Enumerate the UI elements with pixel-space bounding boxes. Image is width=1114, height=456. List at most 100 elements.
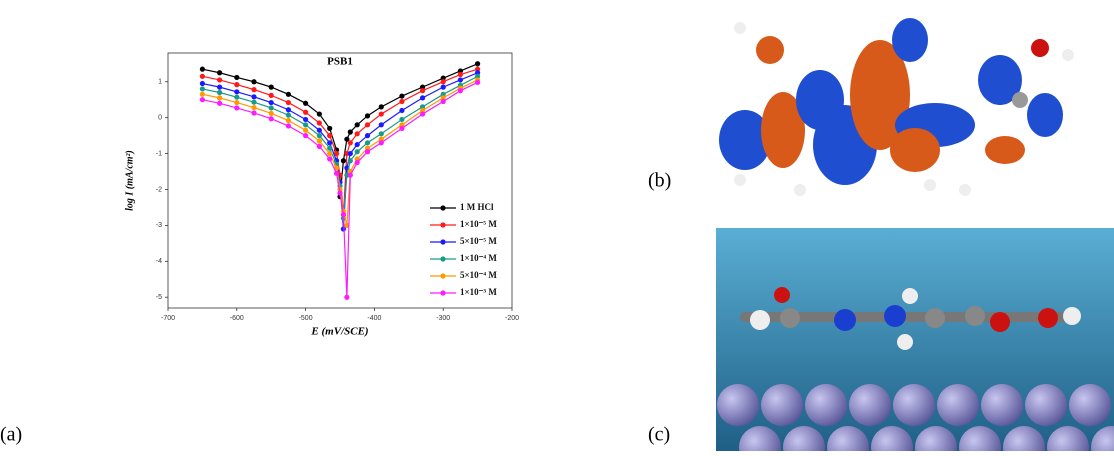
data-point (440, 95, 446, 101)
data-point (347, 140, 353, 146)
x-tick-label: -300 (436, 315, 450, 322)
data-point (199, 66, 205, 72)
data-point (354, 156, 360, 162)
data-point (440, 75, 446, 81)
atom (893, 384, 935, 426)
data-point (419, 107, 426, 114)
data-point (344, 294, 350, 300)
data-point (333, 170, 340, 176)
data-point (234, 105, 240, 111)
data-point (344, 222, 350, 228)
data-point (217, 89, 223, 96)
data-point (327, 156, 333, 162)
data-point (285, 107, 291, 113)
data-point (316, 143, 322, 149)
data-point (217, 95, 223, 101)
data-point (234, 94, 240, 100)
data-point (285, 112, 291, 118)
data-point (354, 159, 360, 166)
data-point (234, 82, 240, 88)
data-point (268, 116, 274, 122)
data-point (457, 71, 463, 78)
data-point (364, 140, 371, 146)
data-point (303, 133, 309, 139)
legend-marker (440, 273, 446, 279)
data-point (440, 91, 446, 97)
data-point (316, 127, 322, 133)
plot-frame (167, 52, 513, 309)
data-point (251, 79, 257, 85)
data-point (268, 84, 274, 90)
data-point (316, 111, 322, 117)
atom (915, 426, 957, 456)
data-point (440, 84, 446, 90)
data-point (354, 131, 360, 137)
data-point (399, 125, 405, 132)
data-point (327, 140, 333, 146)
data-point (217, 70, 223, 76)
atom (1069, 384, 1111, 426)
atom (849, 384, 891, 426)
data-point (364, 149, 371, 155)
data-point (316, 120, 322, 126)
x-tick-label: -700 (161, 315, 175, 322)
x-tick-label: -400 (367, 315, 381, 322)
data-point (364, 133, 371, 139)
y-tick-label: -5 (156, 294, 162, 301)
data-point (399, 93, 405, 99)
data-point (457, 88, 463, 94)
data-point (378, 140, 384, 146)
data-point (354, 122, 360, 128)
data-point (316, 138, 322, 144)
data-point (268, 110, 274, 116)
atom (1047, 426, 1089, 456)
legend-marker (440, 256, 446, 262)
data-point (378, 104, 384, 110)
data-point (399, 116, 405, 123)
data-point (347, 129, 353, 135)
data-point (327, 145, 333, 151)
data-point (333, 150, 340, 157)
x-tick-label: -600 (230, 315, 244, 322)
y-axis-label: log I (mA/cm²) (124, 150, 135, 211)
legend-label: 5×10⁻⁴ M (460, 270, 497, 280)
data-point (419, 104, 426, 110)
legend-marker (440, 290, 446, 296)
data-point (327, 133, 333, 139)
data-point (347, 150, 353, 157)
atom (1091, 426, 1114, 456)
legend-label: 5×10⁻⁵ M (460, 236, 497, 246)
data-point (354, 149, 360, 155)
data-point (340, 212, 347, 218)
y-tick-label: 1 (158, 79, 162, 86)
data-point (251, 94, 257, 100)
legend-label: 1×10⁻³ M (460, 287, 497, 297)
atom (783, 426, 825, 456)
data-point (347, 172, 353, 178)
series-line (202, 63, 478, 197)
data-point (399, 107, 405, 114)
data-point (234, 99, 240, 106)
data-point (199, 91, 205, 97)
x-axis-label: E (mV/SCE) (310, 326, 368, 338)
data-point (457, 68, 463, 74)
data-point (419, 84, 426, 90)
data-point (303, 116, 309, 123)
atom (937, 384, 979, 426)
data-point (303, 109, 309, 115)
x-tick-label: -500 (299, 315, 313, 322)
y-tick-label: 0 (158, 114, 162, 121)
atom (959, 426, 1001, 456)
y-tick-label: -2 (156, 186, 162, 193)
data-point (251, 87, 257, 93)
data-point (327, 125, 333, 132)
data-point (268, 92, 274, 98)
data-point (217, 100, 223, 106)
data-point (285, 99, 291, 106)
data-point (475, 61, 481, 67)
data-point (251, 104, 257, 111)
x-tick-label: -200 (505, 315, 519, 322)
legend-label: 1×10⁻⁴ M (460, 253, 497, 263)
data-point (440, 98, 446, 105)
